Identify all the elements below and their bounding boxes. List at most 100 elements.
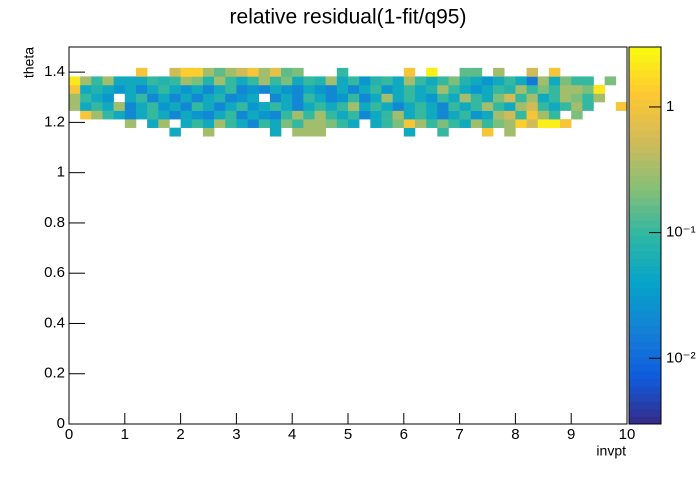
heatmap-cell [336,76,349,86]
colorbar-level [629,205,661,214]
heatmap-cell [548,93,561,103]
heatmap-cell [448,119,460,128]
heatmap-cell [202,93,215,103]
heatmap-cell [225,93,237,103]
heatmap-cell [225,84,237,94]
heatmap-cell [526,119,539,128]
heatmap-cell [560,76,572,86]
heatmap-cell [269,76,282,86]
y-tick-label: 0.8 [44,214,65,231]
colorbar-level [629,401,661,410]
heatmap-cell [426,84,438,94]
heatmap-cell [459,84,472,94]
heatmap-cell [392,84,405,94]
heatmap-cell [426,119,438,128]
heatmap-cell [548,119,561,128]
heatmap-cell [426,67,438,77]
heatmap-cell [325,84,338,94]
heatmap-cell [437,110,449,120]
colorbar-level [629,393,661,402]
heatmap-cell [370,76,382,86]
heatmap-cell [504,119,516,128]
heatmap-cell [169,127,181,137]
colorbar-level [629,250,661,259]
heatmap-cell [247,119,260,128]
heatmap-cell [191,67,204,77]
heatmap-cell [80,110,92,120]
colorbar-level [629,54,661,63]
heatmap-cell [147,84,159,94]
heatmap-cell [560,93,572,103]
heatmap-cell [504,102,516,111]
heatmap-cell [325,119,338,128]
colorbar-level [629,62,661,70]
heatmap-cell [292,93,304,103]
heatmap-cell [426,110,438,120]
colorbar-level [629,273,661,282]
heatmap-cell [414,110,427,120]
heatmap-cell [348,93,360,103]
heatmap-cell [102,110,114,120]
heatmap-cell [135,102,148,111]
heatmap-cell [314,119,326,128]
heatmap-cell [381,119,393,128]
heatmap-cell [392,110,405,120]
colorbar-level [629,416,661,425]
heatmap-cell [281,119,293,128]
heatmap-cell [470,93,483,103]
heatmap-cell [180,67,193,77]
heatmap-cell [537,119,550,128]
heatmap-cell [281,93,293,103]
heatmap-cell [437,102,449,111]
heatmap-cell [515,93,527,103]
colorbar-level [629,318,661,327]
heatmap-cell [124,93,137,103]
y-tick-label: 1.2 [44,113,65,130]
heatmap-cell [437,119,449,128]
heatmap-cell [158,84,170,94]
heatmap-cell [414,93,427,103]
heatmap-cell [191,119,204,128]
heatmap-cell [325,110,338,120]
heatmap-cell [526,67,539,77]
heatmap-cell [303,93,315,103]
colorbar-level [629,47,661,55]
heatmap-cell [147,119,159,128]
heatmap-cell [225,102,237,111]
heatmap-cell [470,84,483,94]
heatmap-cell [459,76,472,86]
heatmap-cell [381,84,393,94]
heatmap-cell [548,110,561,120]
heatmap-cell [481,127,494,137]
heatmap-cell [80,84,92,94]
heatmap-cell [281,102,293,111]
heatmap-cell [303,84,315,94]
heatmap-cell [560,84,572,94]
heatmap-cell [403,67,416,77]
heatmap-cell [571,110,583,120]
y-tick-label: 1 [57,164,65,181]
heatmap-cell [292,84,304,94]
heatmap-cell [258,110,271,120]
heatmap-cell [69,76,81,86]
heatmap-cell [113,76,126,86]
heatmap-cell [370,84,382,94]
heatmap-cell [571,84,583,94]
x-tick-label: 0 [65,426,73,443]
heatmap-cell [247,110,260,120]
heatmap-cell [370,110,382,120]
heatmap-cell [381,76,393,86]
heatmap-cell [504,127,516,137]
heatmap-cell [403,76,416,86]
heatmap-cell [214,84,226,94]
heatmap-cell [236,76,248,86]
heatmap-cell [214,93,226,103]
heatmap-cell [582,84,594,94]
y-tick-label: 0.4 [44,314,65,331]
heatmap-cell [314,76,326,86]
heatmap-cell [236,102,248,111]
heatmap-cell [214,119,226,128]
x-tick-label: 8 [511,426,519,443]
heatmap-cell [147,110,159,120]
heatmap-cell [481,110,494,120]
